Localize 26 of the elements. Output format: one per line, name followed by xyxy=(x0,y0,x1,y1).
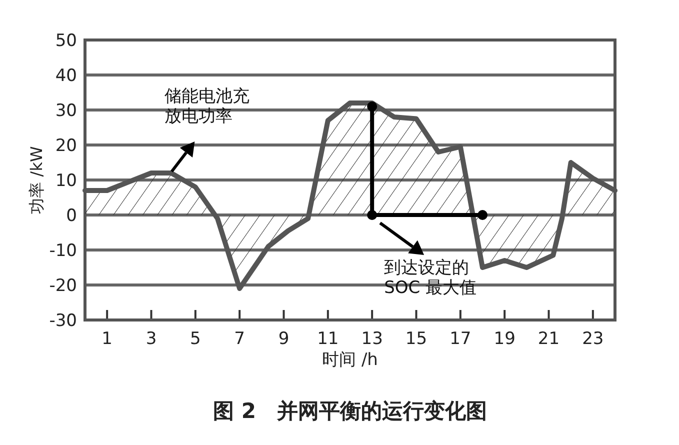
x-tick-label: 19 xyxy=(494,329,516,349)
y-tick-label: -30 xyxy=(49,311,77,331)
x-axis-title: 时间 /h xyxy=(322,350,378,370)
y-tick-label: 30 xyxy=(55,101,77,121)
x-tick-label: 1 xyxy=(102,329,112,349)
annotation: 储能电池充放电功率 xyxy=(164,86,250,126)
y-tick-label: -10 xyxy=(49,241,77,261)
x-tick-label: 3 xyxy=(146,329,157,349)
x-tick-label: 11 xyxy=(317,329,339,349)
y-axis-title: 功率 /kW xyxy=(27,146,46,214)
y-tick-label: 10 xyxy=(55,171,77,191)
y-tick-label: 0 xyxy=(66,206,77,226)
text: 图 2 并网平衡的运行变化图 xyxy=(213,399,487,423)
x-tick-label: 17 xyxy=(450,329,472,349)
x-tick-label: 23 xyxy=(582,329,604,349)
y-tick-label: 40 xyxy=(55,66,77,86)
y-tick-label: 20 xyxy=(55,136,77,156)
x-tick-label: 5 xyxy=(190,329,201,349)
x-tick-label: 9 xyxy=(278,329,290,349)
x-tick-label: 21 xyxy=(538,329,560,349)
x-tick-label: 7 xyxy=(234,329,245,349)
x-tick-label: 13 xyxy=(361,329,383,349)
y-tick-label: 50 xyxy=(55,31,77,51)
annotation: 储能电池充放电功率 xyxy=(164,86,250,172)
y-tick-label: -20 xyxy=(49,276,77,296)
x-tick-label: 15 xyxy=(405,329,428,349)
